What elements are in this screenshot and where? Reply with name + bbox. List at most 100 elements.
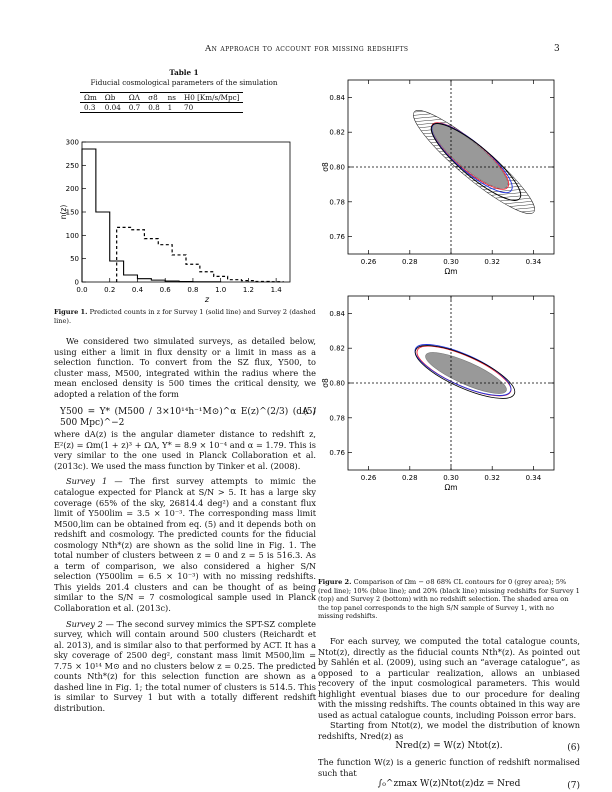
figure2-top-xtick-label-1: 0.28 [402,258,418,266]
equation-5-number: (5) [303,407,316,418]
table1-cell-3: 0.8 [148,103,160,112]
figure2-bottom-ytick-label-0: 0.76 [329,449,345,457]
contour-10pct-blue [414,344,512,396]
equation-5: Y500 = Y* (M500 / 3×10¹⁴h⁻¹M⊙)^α E(z)^(2… [54,399,316,429]
equation-5-body: Y500 = Y* (M500 / 3×10¹⁴h⁻¹M⊙)^α E(z)^(2… [60,407,316,428]
survey1-paragraph: Survey 1 — The first survey attempts to … [54,476,316,613]
figure1-ytick-label-4: 200 [66,185,79,193]
figure2-bottom-ytick-label-2: 0.80 [329,380,345,388]
table1-header-5: H0 [Km/s/Mpc] [184,93,240,102]
figure2-bottom-xtick-label-2: 0.30 [443,474,459,482]
figure1-series-dashed [116,226,284,283]
figure2-bottom-contours [414,344,516,399]
figure2-label: Figure 2. [318,578,352,586]
figure1-xtick-label-6: 1.2 [243,286,254,294]
figure1-series [81,148,284,283]
figure1-ylabel: n(z) [59,205,68,220]
table1-cell-4: 1 [167,103,173,112]
figure2-bottom-ylabel: σ8 [321,378,330,388]
figure2-top-ytick-label-2: 0.80 [329,164,345,172]
table1-caption: Fiducial cosmological parameters of the … [90,78,278,87]
equation-7-body: ∫₀^zmax W(z)Ntot(z)dz = Nred [377,778,521,789]
equation-7-number: (7) [567,780,580,791]
survey2-text: — The second survey mimics the SPT-SZ co… [54,618,316,713]
table1-header-row: Ωm Ωb ΩΛ σ8 ns H0 [Km/s/Mpc] [80,92,244,103]
table1-header-2: ΩΛ [128,93,140,102]
figure1-caption-text: Predicted counts in z for Survey 1 (soli… [54,308,316,325]
figure1-xtick-label-1: 0.2 [104,286,115,294]
figure2-bottom-panel: 0.26 0.28 0.30 0.32 0.34 0.76 0.78 0.80 0.82 0.84… [321,295,555,492]
figure1-ytick-label-0: 0 [75,279,79,287]
figure1-ytick-label-5: 250 [66,162,79,170]
figure2-top-xtick-label-0: 0.26 [361,258,377,266]
figure2-top-ytick-label-4: 0.84 [329,94,345,102]
figure2-top-axes: 0.26 0.28 0.30 0.32 0.34 0.76 0.78 0.80 0.82 0.84… [321,79,555,276]
right-paragraph-3: The function W(z) is a generic function … [318,757,580,779]
page-number: 3 [554,44,560,54]
figure2-caption-text: Comparison of Ωm − σ8 68% CL contours fo… [318,578,580,621]
figure2-top-contours [413,110,535,214]
figure2-bottom-xtick-label-1: 0.28 [402,474,418,482]
figure2-bottom-ytick-label-1: 0.78 [329,414,345,422]
right-paragraph-2: Starting from Ntot(z), we model the dist… [318,720,580,741]
table1-caption-block: Table 1 Fiducial cosmological parameters… [54,68,314,88]
figure1-xtick-label-7: 1.4 [271,286,283,294]
equation-6-body: Nred(z) = W(z) Ntot(z). [395,741,503,752]
figure2-top-xtick-label-2: 0.30 [443,258,459,266]
figure1-axes: 0.0 0.2 0.4 0.6 0.8 1.0 1.2 1.4 0 50 100 150 200 250 3… [66,139,291,294]
figure2-top-fiducial-lines [348,80,554,254]
equation-6: Nred(z) = W(z) Ntot(z). (6) [318,741,580,757]
left-paragraph-1: We considered two simulated surveys, as … [54,336,316,399]
figure2-top-ytick-label-1: 0.78 [329,198,345,206]
figure1-xlabel: z [204,295,210,304]
figure1-chart: 0.0 0.2 0.4 0.6 0.8 1.0 1.2 1.4 0 50 100 150 200 250 3… [59,139,291,304]
figure2-bottom-ytick-label-4: 0.84 [329,310,345,318]
figure2-bottom-fiducial-lines [348,296,554,470]
table1-cell-5: 70 [184,103,194,112]
figure1-xtick-label-4: 0.8 [187,286,198,294]
survey2-paragraph: Survey 2 — The second survey mimics the … [54,619,316,714]
figure2-caption: Figure 2. Comparison of Ωm − σ8 68% CL c… [318,578,580,621]
figure2-top-frame [347,79,555,255]
figure2-bottom-ytick-label-3: 0.82 [329,345,345,353]
figure1-ytick-label-3: 150 [66,209,79,217]
figure1-ytick-label-2: 100 [66,232,79,240]
table1-header-0: Ωm [84,93,97,102]
survey1-label: Survey 1 [66,476,108,487]
figure2-top-xtick-label-4: 0.34 [526,258,542,266]
figure2-bottom-axes: 0.26 0.28 0.30 0.32 0.34 0.76 0.78 0.80 0.82 0.84… [321,295,555,492]
right-paragraph-1: For each survey, we computed the total c… [318,636,580,720]
figure1-series-solid [81,148,222,283]
running-header: An approach to account for missing redsh… [0,44,612,56]
table1-header-3: σ8 [148,93,158,102]
figure1-label: Figure 1. [54,308,88,316]
figure1-ytick-label-6: 300 [66,139,79,147]
figure2-top-ytick-label-0: 0.76 [329,233,345,241]
table1-cell-0: 0.3 [84,103,96,112]
figure1-xtick-label-2: 0.4 [132,286,144,294]
equation-6-number: (6) [567,743,580,754]
table1-label: Table 1 [169,68,199,77]
figure2-top-ytick-label-3: 0.82 [329,129,345,137]
figure2-top-panel: 0.26 0.28 0.30 0.32 0.34 0.76 0.78 0.80 0.82 0.84… [321,79,555,276]
figure1-xtick-label-3: 0.6 [160,286,172,294]
table1-header-4: ns [167,93,176,102]
contour-0pct-grey [431,123,509,189]
figure2-bottom-xlabel: Ωm [444,483,457,492]
figure2-bottom-xtick-label-3: 0.32 [484,474,500,482]
table1-row: 0.3 0.04 0.7 0.8 1 70 [80,103,244,113]
left-paragraph-2: where dA(z) is the angular diameter dist… [54,429,316,471]
figure1-ytick-label-1: 50 [70,255,79,263]
survey2-label: Survey 2 [66,618,103,629]
left-column: We considered two simulated surveys, as … [54,336,316,714]
table1-cell-2: 0.7 [128,103,141,112]
contour-20pct-black [430,123,522,201]
right-column: For each survey, we computed the total c… [318,636,580,792]
figure2-top-xtick-label-3: 0.32 [484,258,500,266]
table1-cell-1: 0.04 [104,103,121,112]
table1: Ωm Ωb ΩΛ σ8 ns H0 [Km/s/Mpc] 0.3 0.04 0.7 0.8 1 70 [80,92,244,113]
figure1-xtick-label-5: 1.0 [215,286,226,294]
figure2-bottom-xtick-label-0: 0.26 [361,474,377,482]
figure2-bottom-xtick-label-4: 0.34 [526,474,542,482]
running-title: An approach to account for missing redsh… [205,44,409,54]
